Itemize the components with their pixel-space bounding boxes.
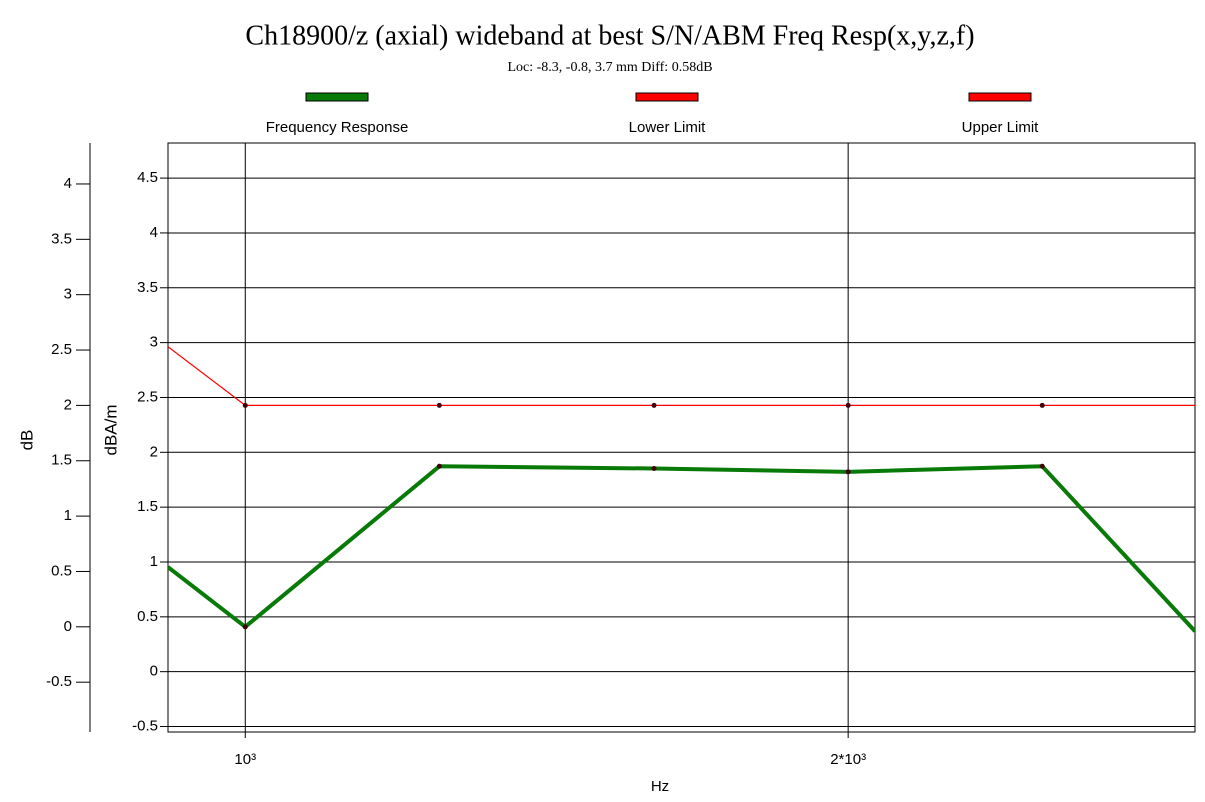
data-point <box>845 402 851 408</box>
y-tick-label: 1.5 <box>137 498 158 515</box>
y-tick-label: 4.5 <box>137 169 158 186</box>
data-point <box>651 402 657 408</box>
y2-tick-label: 2 <box>64 396 72 413</box>
data-point <box>242 402 248 408</box>
data-point <box>242 624 248 630</box>
y-tick-label: 4 <box>150 224 158 241</box>
y-tick-label: 1 <box>150 553 158 570</box>
y2-tick-label: 3.5 <box>51 230 72 247</box>
legend-swatch <box>968 92 1032 102</box>
data-point <box>651 466 657 471</box>
y2-tick-label: 2.5 <box>51 341 72 358</box>
y-tick-label: 2 <box>150 443 158 460</box>
legend-label: Lower Limit <box>629 119 707 136</box>
legend-swatch <box>305 92 369 102</box>
legend-label: Upper Limit <box>962 119 1040 136</box>
x-axis-label: Hz <box>651 778 669 795</box>
y-tick-label: 3 <box>150 334 158 351</box>
legend-swatch <box>635 92 699 102</box>
y-tick-label: 2.5 <box>137 388 158 405</box>
y2-tick-label: 1.5 <box>51 452 72 469</box>
y-tick-label: 0.5 <box>137 608 158 625</box>
data-point <box>436 463 442 469</box>
y-tick-label: -0.5 <box>132 717 158 734</box>
y-axis-label: dBA/m <box>101 404 120 455</box>
data-point <box>845 469 851 475</box>
x-tick-label: 10³ <box>234 751 256 768</box>
chart-title: Ch18900/z (axial) wideband at best S/N/A… <box>245 20 974 51</box>
legend-label: Frequency Response <box>266 119 409 136</box>
data-point <box>1039 463 1045 469</box>
data-point <box>1039 402 1045 408</box>
x-tick-label: 2*10³ <box>830 751 866 768</box>
plot-area <box>167 142 1196 733</box>
y2-tick-label: 4 <box>64 175 72 192</box>
y2-tick-label: 0 <box>64 618 72 635</box>
plot-layer <box>168 346 1195 633</box>
y2-axis-label: dB <box>17 430 36 451</box>
y2-tick-label: 1 <box>64 507 72 524</box>
y-tick-label: 0 <box>150 663 158 680</box>
y2-tick-label: 0.5 <box>51 562 72 579</box>
y-tick-label: 3.5 <box>137 279 158 296</box>
chart-subtitle: Loc: -8.3, -0.8, 3.7 mm Diff: 0.58dB <box>507 60 712 75</box>
y2-tick-label: -0.5 <box>46 673 72 690</box>
data-point <box>436 402 442 408</box>
y2-tick-label: 3 <box>64 286 72 303</box>
